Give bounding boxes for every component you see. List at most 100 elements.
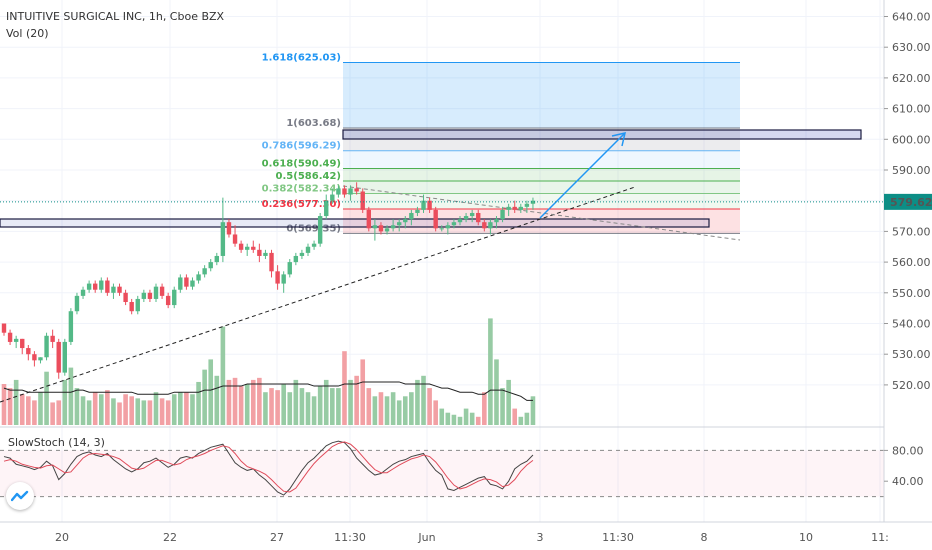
volume-bar: [475, 416, 481, 425]
fib-level-label: 0.382(582.34): [262, 184, 341, 195]
candle-body: [445, 225, 451, 229]
fib-zone: [343, 62, 740, 129]
fib-level-label: 1.618(625.03): [262, 52, 341, 63]
projection-arrow: [539, 133, 625, 219]
volume-bar: [469, 412, 475, 425]
tradingview-logo[interactable]: [6, 482, 34, 510]
volume-bar: [299, 388, 305, 425]
candle-body: [105, 280, 110, 293]
volume-bar: [196, 381, 201, 425]
candle-body: [38, 357, 43, 361]
volume-bar: [342, 351, 347, 425]
volume-bar: [305, 392, 311, 425]
volume-bar: [19, 394, 25, 425]
price-tick-label: 640.00: [892, 11, 931, 24]
trend-line-down: [342, 185, 741, 241]
volume-bar: [257, 377, 262, 425]
candle-body: [336, 188, 341, 195]
candle-body: [257, 249, 262, 256]
volume-bar: [214, 375, 220, 425]
candle-body: [263, 252, 268, 256]
candle-body: [93, 283, 98, 290]
fibonacci-extension[interactable]: 1.618(625.03) 1(603.68) 0.786(596.29) 0.618…: [262, 52, 740, 234]
candle-body: [202, 268, 207, 275]
candle-body: [305, 246, 311, 253]
candle-body: [482, 222, 487, 229]
candle-body: [281, 274, 286, 284]
candle-body: [86, 283, 92, 290]
price-tick-label: 520.00: [892, 379, 931, 392]
volume-bar: [153, 392, 159, 425]
candle-body: [409, 212, 414, 220]
candle-body: [20, 338, 25, 349]
volume-bar: [56, 400, 62, 425]
candle-body: [184, 277, 189, 287]
candle-body: [7, 332, 13, 342]
price-tick-label: 590.00: [892, 164, 931, 177]
candle-body: [433, 209, 438, 229]
volume-bar: [62, 379, 68, 425]
candle-body: [178, 277, 183, 290]
volume-bar: [354, 375, 359, 425]
volume-bar: [123, 394, 128, 425]
candle-body: [117, 286, 122, 293]
last-price-tag-label: 579.62: [890, 196, 932, 209]
volume-bar: [512, 408, 518, 425]
volume-bar: [171, 394, 177, 425]
candle-body: [226, 222, 232, 235]
volume-bar: [457, 416, 463, 425]
volume-bar: [323, 379, 329, 425]
volume-bar: [524, 412, 530, 425]
volume-bar: [105, 390, 110, 425]
candle-body: [135, 298, 140, 312]
stoch-d-line: [3, 441, 534, 493]
volume-bar: [80, 396, 86, 425]
candle-body: [172, 289, 177, 306]
volume-bar: [202, 369, 207, 425]
candle-body: [530, 200, 536, 204]
volume-bar: [165, 400, 171, 425]
candle-body: [494, 219, 499, 223]
volume-bar: [409, 392, 414, 425]
fib-level-label: 0.5(586.42): [276, 171, 341, 182]
candle-body: [439, 228, 444, 230]
volume-bar: [226, 379, 232, 425]
candle-body: [80, 289, 86, 296]
volume-bar: [506, 379, 511, 425]
candle-body: [129, 302, 134, 312]
candle-body: [275, 271, 280, 284]
candle-body: [469, 212, 475, 217]
volume-bars: [1, 318, 536, 425]
candle-body: [415, 209, 420, 213]
candle-body: [32, 354, 37, 361]
volume-bar: [141, 400, 147, 425]
volume-bar: [208, 359, 214, 425]
candle-body: [287, 262, 292, 275]
trend-lines[interactable]: [0, 129, 862, 403]
volume-bar: [451, 414, 457, 425]
candle-body: [68, 311, 74, 342]
last-price-tag: [884, 193, 932, 210]
candle-body: [403, 219, 408, 223]
candle-body: [324, 200, 329, 217]
candle-body: [293, 255, 299, 263]
volume-bar: [330, 388, 335, 425]
projection-arrow-head: [611, 131, 627, 147]
candle-body: [397, 222, 402, 226]
volume-bar: [336, 388, 341, 425]
candle-body: [500, 209, 505, 220]
candle-body: [62, 341, 67, 373]
fib-zone: [343, 193, 740, 209]
candle-body: [317, 216, 323, 244]
volume-bar: [117, 402, 122, 425]
fib-zone: [343, 168, 740, 181]
volume-bar: [263, 392, 268, 425]
candle-body: [56, 341, 61, 373]
chart-title: INTUITIVE SURGICAL INC, 1h, Cboe BZX: [6, 10, 225, 23]
volume-bar: [129, 396, 134, 425]
time-tick-label: 11:30: [602, 531, 634, 544]
price-tick-label: 630.00: [892, 41, 931, 54]
volume-bar: [421, 375, 426, 425]
candle-body: [269, 252, 274, 272]
